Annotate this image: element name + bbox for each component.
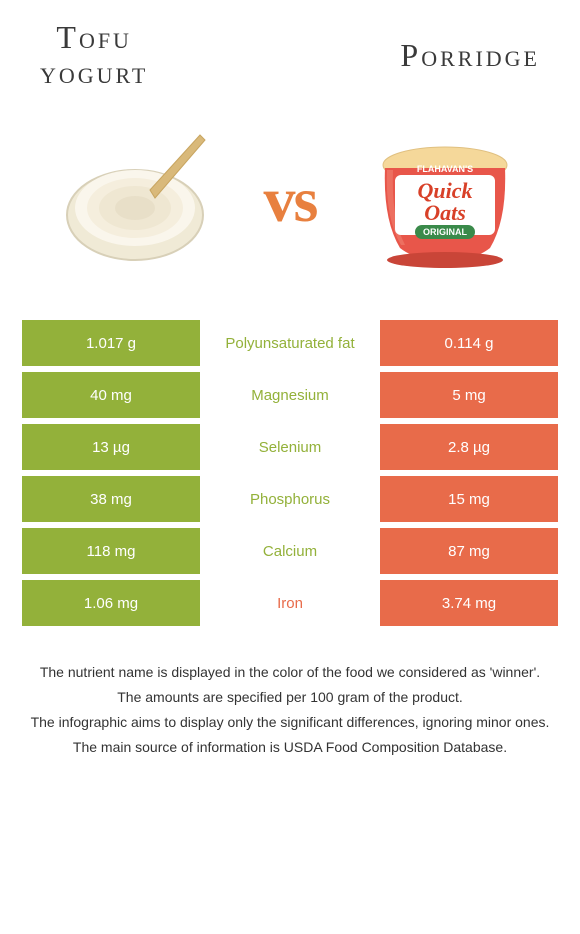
porridge-brand: FLAHAVAN'S xyxy=(417,164,473,174)
nutrient-label: Iron xyxy=(200,580,380,626)
nutrient-row: 1.017 gPolyunsaturated fat0.114 g xyxy=(22,320,558,366)
nutrient-row: 38 mgPhosphorus15 mg xyxy=(22,476,558,522)
left-value: 38 mg xyxy=(22,476,200,522)
nutrient-row: 118 mgCalcium87 mg xyxy=(22,528,558,574)
left-title-line1: Tofu xyxy=(56,19,132,55)
header: Tofu yogurt Porridge xyxy=(0,0,580,100)
nutrient-label: Selenium xyxy=(200,424,380,470)
footer-line3: The infographic aims to display only the… xyxy=(22,712,558,733)
left-value: 118 mg xyxy=(22,528,200,574)
footer-line1: The nutrient name is displayed in the co… xyxy=(22,662,558,683)
images-row: vs FLAHAVAN'S Quick Oats ORIGINAL xyxy=(0,100,580,320)
nutrient-row: 13 µgSelenium2.8 µg xyxy=(22,424,558,470)
nutrient-table: 1.017 gPolyunsaturated fat0.114 g 40 mgMa… xyxy=(0,320,580,626)
right-value: 15 mg xyxy=(380,476,558,522)
left-title-line2: yogurt xyxy=(40,54,148,90)
left-value: 40 mg xyxy=(22,372,200,418)
nutrient-row: 40 mgMagnesium5 mg xyxy=(22,372,558,418)
footer-line4: The main source of information is USDA F… xyxy=(22,737,558,758)
tofu-yogurt-image xyxy=(55,120,215,280)
left-food-title: Tofu yogurt xyxy=(40,20,148,90)
nutrient-row: 1.06 mgIron3.74 mg xyxy=(22,580,558,626)
nutrient-label: Polyunsaturated fat xyxy=(200,320,380,366)
right-value: 5 mg xyxy=(380,372,558,418)
left-value: 13 µg xyxy=(22,424,200,470)
porridge-image: FLAHAVAN'S Quick Oats ORIGINAL xyxy=(365,120,525,280)
left-value: 1.017 g xyxy=(22,320,200,366)
porridge-variant: ORIGINAL xyxy=(423,227,468,237)
nutrient-label: Calcium xyxy=(200,528,380,574)
porridge-name2: Oats xyxy=(425,200,467,225)
right-value: 3.74 mg xyxy=(380,580,558,626)
right-value: 2.8 µg xyxy=(380,424,558,470)
footer-notes: The nutrient name is displayed in the co… xyxy=(0,632,580,758)
footer-line2: The amounts are specified per 100 gram o… xyxy=(22,687,558,708)
left-value: 1.06 mg xyxy=(22,580,200,626)
right-food-title: Porridge xyxy=(400,38,540,73)
vs-label: vs xyxy=(264,163,317,237)
nutrient-label: Magnesium xyxy=(200,372,380,418)
nutrient-label: Phosphorus xyxy=(200,476,380,522)
right-value: 87 mg xyxy=(380,528,558,574)
right-value: 0.114 g xyxy=(380,320,558,366)
